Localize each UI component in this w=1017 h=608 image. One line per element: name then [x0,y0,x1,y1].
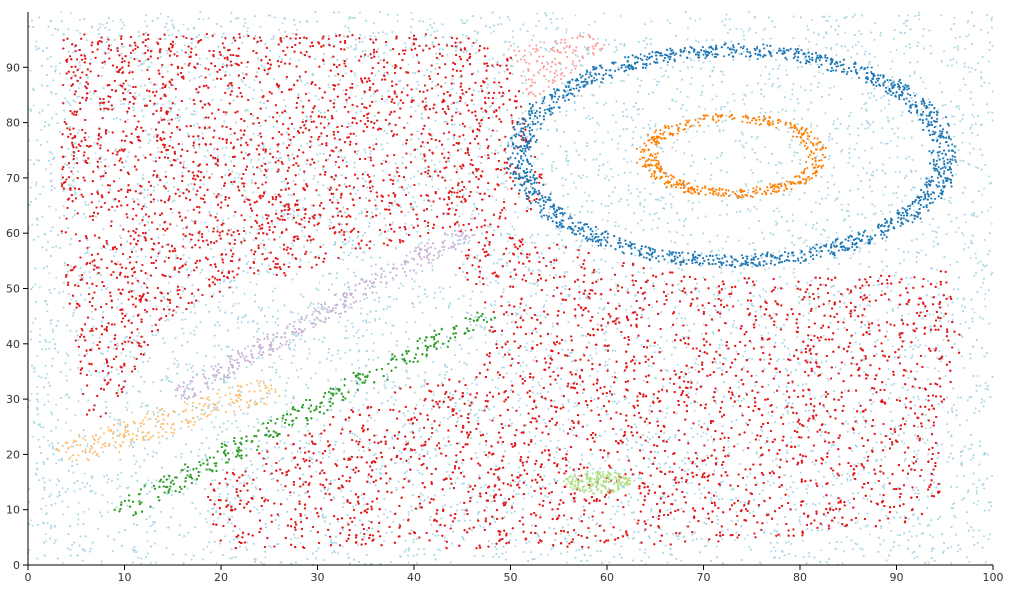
cluster-light-orange-band [55,379,281,462]
y-tick-label: 80 [6,117,20,130]
x-tick-label: 40 [407,571,421,584]
y-tick-label: 20 [6,448,20,461]
cluster-red-bottom-right [207,233,961,550]
x-tick-label: 0 [25,571,32,584]
y-tick-label: 0 [13,559,20,572]
cluster-green-band [113,311,496,517]
data-points [27,11,994,566]
x-tick-label: 20 [214,571,228,584]
axes: 0 10 20 30 40 50 60 70 80 90 100 0 10 20 30 40 50 60 70 80 9… [6,12,1004,584]
y-tick-label: 50 [6,283,20,296]
x-tick-label: 60 [600,571,614,584]
x-tick-label: 80 [793,571,807,584]
x-tick-label: 70 [697,571,711,584]
y-tick-label: 60 [6,227,20,240]
cluster-background [27,11,994,566]
cluster-red-top-left [60,33,543,418]
x-tick-label: 30 [311,571,325,584]
cluster-purple-band [174,223,476,401]
x-tick-label: 10 [118,571,132,584]
cluster-pink [509,33,606,98]
y-tick-label: 10 [6,504,20,517]
y-tick-label: 40 [6,338,20,351]
x-tick-label: 50 [504,571,518,584]
x-tick-label: 90 [890,571,904,584]
cluster-orange-ring [635,113,827,200]
y-tick-label: 90 [6,61,20,74]
x-tick-label: 100 [983,571,1004,584]
y-tick-label: 70 [6,172,20,185]
cluster-blue-ring [505,42,958,269]
y-tick-label: 30 [6,393,20,406]
cluster-light-green-ellipse [562,470,632,495]
